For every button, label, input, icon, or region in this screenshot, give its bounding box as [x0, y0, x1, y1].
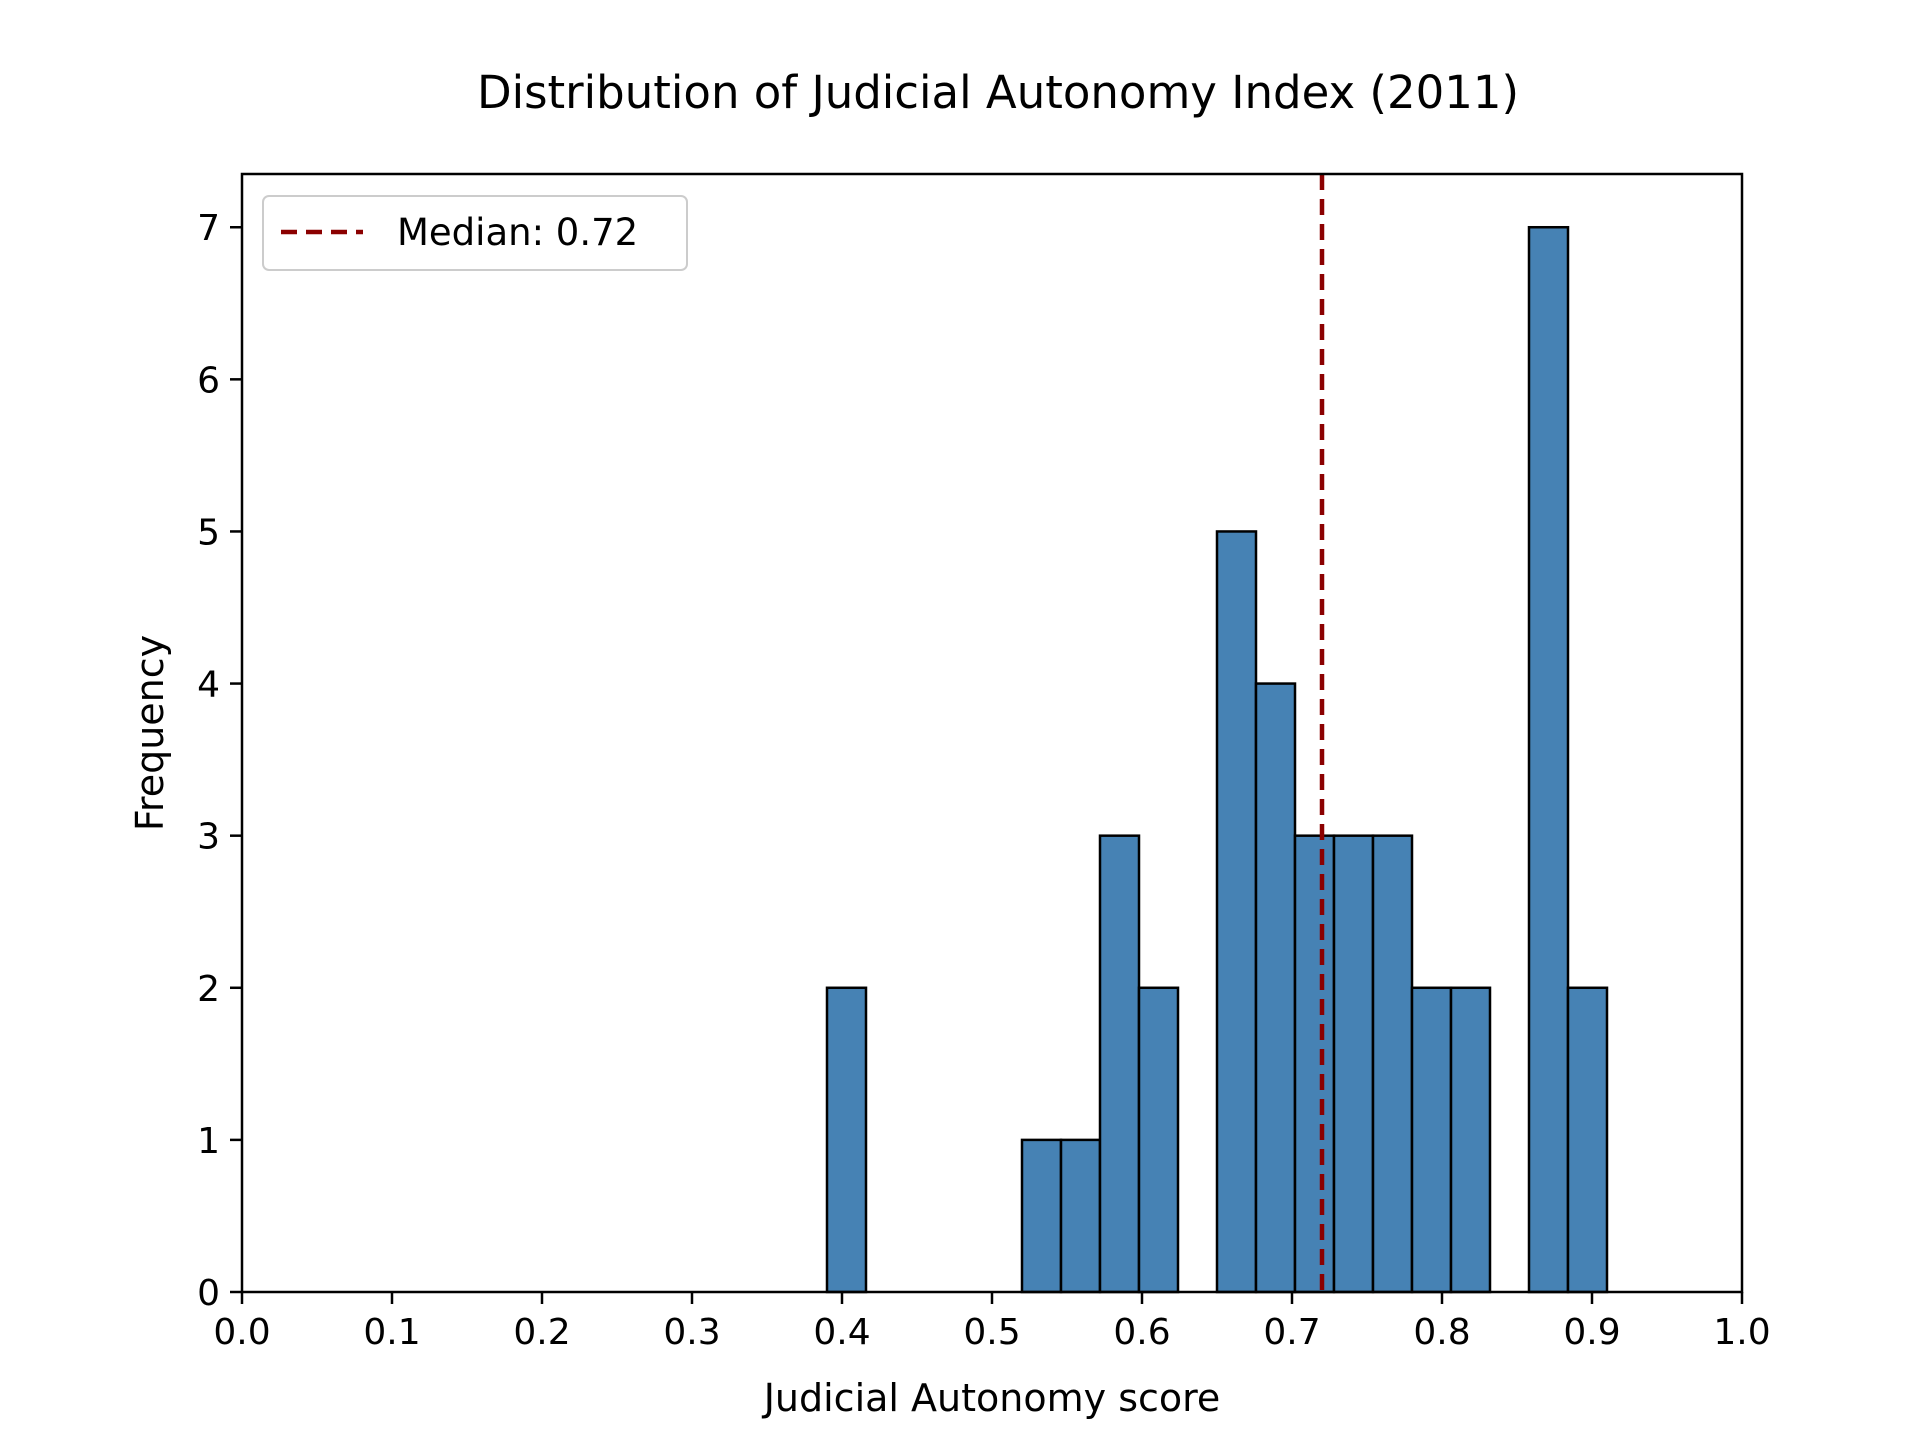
histogram-bar: [1527, 225, 1570, 1294]
legend: Median: 0.72: [262, 195, 688, 271]
histogram-bar: [1020, 1138, 1063, 1294]
histogram-bar: [1449, 986, 1492, 1294]
histogram-bar: [825, 986, 868, 1294]
legend-box: [262, 195, 688, 271]
histogram-bar: [1371, 834, 1414, 1294]
x-tick-label: 1.0: [1713, 1312, 1770, 1353]
x-tick-label: 0.8: [1413, 1312, 1470, 1353]
x-tick-label: 0.1: [363, 1312, 420, 1353]
histogram-bar: [1332, 834, 1375, 1294]
x-axis: 0.0 0.1 0.2 0.3 0.4 0.5 0.6 0.7 0.8 0.9 1.0: [213, 1292, 1771, 1353]
y-tick-label: 0: [197, 1273, 220, 1314]
histogram-bar: [1137, 986, 1180, 1294]
histogram-bar: [1566, 986, 1609, 1294]
histogram-bar: [1098, 834, 1141, 1294]
y-tick-label: 7: [197, 208, 220, 249]
legend-median-label: Median: 0.72: [397, 211, 638, 254]
x-tick-label: 0.4: [813, 1312, 870, 1353]
y-tick-label: 5: [197, 512, 220, 553]
x-axis-label: Judicial Autonomy score: [762, 1376, 1221, 1420]
y-axis: 0 1 2 3 4 5 6 7: [197, 208, 242, 1314]
y-tick-label: 4: [197, 665, 220, 706]
x-tick-label: 0.0: [213, 1312, 270, 1353]
x-tick-label: 0.2: [513, 1312, 570, 1353]
y-tick-label: 2: [197, 969, 220, 1010]
x-tick-label: 0.9: [1563, 1312, 1620, 1353]
histogram-bar: [1410, 986, 1453, 1294]
y-axis-label: Frequency: [128, 635, 172, 831]
chart-title: Distribution of Judicial Autonomy Index …: [477, 66, 1519, 119]
histogram-bar: [1293, 834, 1336, 1294]
plot-frame: [240, 172, 1744, 1294]
x-tick-label: 0.3: [663, 1312, 720, 1353]
x-tick-label: 0.5: [963, 1312, 1020, 1353]
x-tick-label: 0.6: [1113, 1312, 1170, 1353]
bars-group: [825, 225, 1609, 1294]
histogram-bar: [1215, 530, 1258, 1294]
y-tick-label: 6: [197, 360, 220, 401]
histogram-bar: [1059, 1138, 1102, 1294]
y-tick-label: 1: [197, 1121, 220, 1162]
y-tick-label: 3: [197, 817, 220, 858]
histogram-bar: [1254, 682, 1297, 1294]
x-tick-label: 0.7: [1263, 1312, 1320, 1353]
